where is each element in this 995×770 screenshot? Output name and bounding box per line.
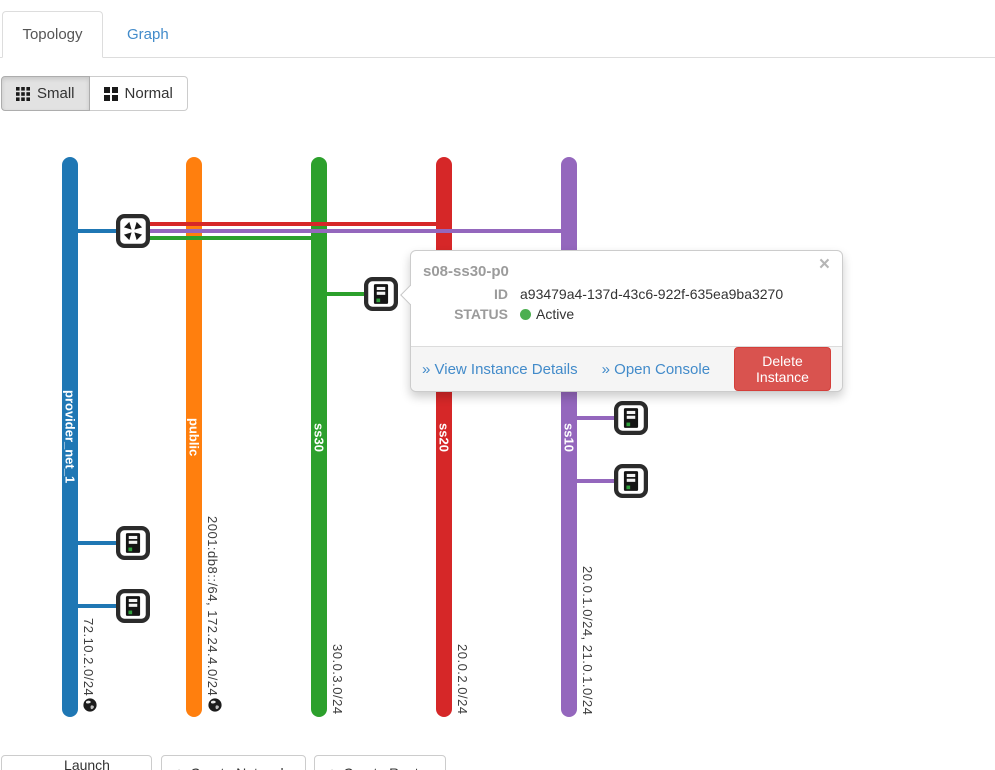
view-instance-details-link[interactable]: » View Instance Details [422,360,578,378]
create-network-button[interactable]: + Create Network [161,755,306,770]
status-active-dot-icon [520,308,531,320]
plus-icon: + [328,765,336,770]
status-text: Active [536,306,575,322]
close-icon[interactable]: × [818,254,830,275]
link-router-to-ss30 [150,236,319,240]
instance-icon-provider-2[interactable] [116,589,150,623]
normal-size-button[interactable]: Normal [89,76,188,111]
external-network-globe-icon [83,698,97,712]
instance-icon-ss30[interactable] [364,277,398,311]
topology-size-toggle: Small Normal [1,76,188,111]
plus-icon: + [175,765,183,770]
small-size-button[interactable]: Small [1,76,90,111]
network-bar-ss30[interactable] [311,157,327,717]
external-network-globe-icon [208,698,222,712]
subnet-label-public: 2001:db8::/64, 172.24.4.0/24 [205,515,220,696]
subnet-label-ss10: 20.0.1.0/24, 21.0.1.0/24 [580,565,595,715]
popover-footer: » View Instance Details » Open Console D… [411,346,842,391]
open-console-link[interactable]: » Open Console [601,360,711,378]
network-bar-ss10[interactable] [561,157,577,717]
network-bar-public[interactable] [186,157,202,717]
create-router-label: Create Router [343,765,431,770]
grid-3x3-icon [16,86,30,101]
id-value: a93479a4-137d-43c6-922f-635ea9ba3270 [520,286,784,302]
instance-name-title: s08-ss30-p0 [423,263,509,280]
subnet-label-ss30: 30.0.3.0/24 [330,644,345,715]
link-router-to-ss10 [150,229,569,233]
instance-detail-popover: × s08-ss30-p0 ID a93479a4-137d-43c6-922f… [400,250,843,392]
grid-2x2-icon [103,86,118,101]
normal-size-label: Normal [124,85,173,102]
status-label: STATUS [454,306,508,322]
link-ss10-instance-2 [577,479,615,483]
subnet-label-provider-net-1: 72.10.2.0/24 [81,617,96,696]
link-ss30-instance [327,292,365,296]
status-value: Active [520,306,574,322]
network-bar-ss20[interactable] [436,157,452,717]
launch-instance-label: Launch Instance [64,757,110,770]
create-router-button[interactable]: + Create Router [314,755,446,770]
instance-detail-list: ID a93479a4-137d-43c6-922f-635ea9ba3270 … [411,286,842,322]
tab-graph[interactable]: Graph [112,11,184,58]
subnet-label-ss20: 20.0.2.0/24 [455,644,470,715]
instance-icon-ss10-1[interactable] [614,401,648,435]
small-size-label: Small [37,85,75,102]
router-icon[interactable] [116,214,150,248]
network-bar-provider-net-1[interactable] [62,157,78,717]
link-provider-net-to-router [78,229,116,233]
instance-icon-provider-1[interactable] [116,526,150,560]
link-router-to-ss20 [150,222,444,226]
link-provider-instance-2 [78,604,117,608]
launch-instance-button[interactable]: ☁ Launch Instance [1,755,152,770]
tab-topology[interactable]: Topology [2,11,103,58]
link-provider-instance-1 [78,541,117,545]
tabbar-divider [0,57,995,58]
delete-instance-button[interactable]: Delete Instance [734,347,831,391]
tab-topology-label: Topology [22,26,83,43]
id-label: ID [494,286,508,302]
instance-icon-ss10-2[interactable] [614,464,648,498]
create-network-label: Create Network [190,765,287,770]
link-ss10-instance-1 [577,416,615,420]
cloud-icon: ☁ [15,765,29,770]
tab-graph-label: Graph [127,26,169,43]
